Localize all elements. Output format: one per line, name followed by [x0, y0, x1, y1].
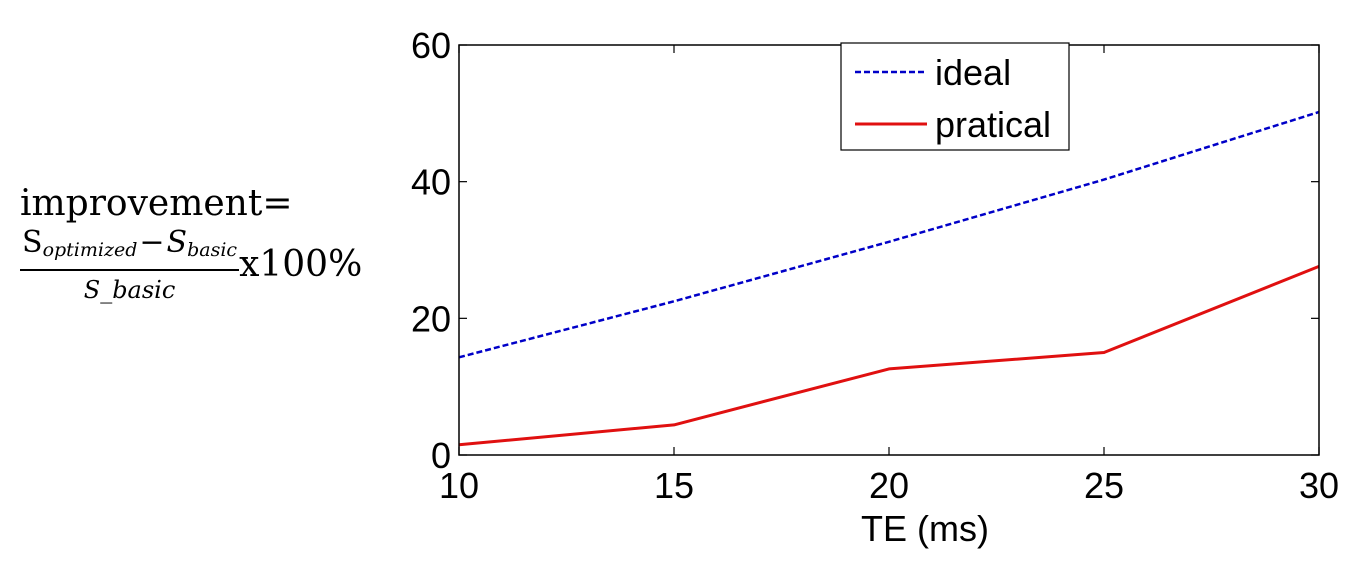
- y-axis-label: improvement= Soptimized−Sbasic S_basic x…: [20, 182, 420, 307]
- formula-numerator: Soptimized−Sbasic: [20, 225, 240, 271]
- formula-fraction: Soptimized−Sbasic S_basic: [20, 225, 240, 307]
- x-tick-label-15: 15: [654, 465, 694, 506]
- numerator-minus: −: [139, 225, 165, 260]
- legend: ideal pratical: [840, 42, 1070, 151]
- y-tick-label-20: 20: [411, 298, 451, 339]
- series-layer: [458, 110, 1320, 447]
- tick-layer: 10 15 20 25 30 0 20 40 60: [411, 25, 1339, 506]
- y-tick-label-60: 60: [411, 25, 451, 66]
- series-line-ideal: [458, 110, 1320, 359]
- x-tick-label-20: 20: [869, 465, 909, 506]
- legend-box: [840, 42, 1070, 151]
- x-tick-label-10: 10: [439, 465, 479, 506]
- numerator-s1: S: [22, 225, 43, 260]
- x-axis-label: TE (ms): [861, 508, 989, 549]
- y-axis-label-formula: Soptimized−Sbasic S_basic x100%: [20, 226, 420, 307]
- y-axis-label-line1: improvement=: [20, 183, 293, 224]
- legend-label-ideal: ideal: [935, 52, 1011, 93]
- x-tick-label-30: 30: [1299, 465, 1339, 506]
- numerator-s2: S: [166, 225, 188, 260]
- series-line-pratical: [458, 265, 1320, 447]
- formula-denominator: S_basic: [83, 276, 176, 304]
- legend-label-pratical: pratical: [935, 104, 1051, 145]
- y-tick-label-0: 0: [431, 435, 451, 476]
- numerator-sub-basic: basic: [187, 239, 238, 261]
- numerator-sub-optimized: optimized: [42, 239, 138, 261]
- x-tick-label-25: 25: [1084, 465, 1124, 506]
- formula-times-100: x100%: [239, 244, 363, 285]
- y-tick-label-40: 40: [411, 162, 451, 203]
